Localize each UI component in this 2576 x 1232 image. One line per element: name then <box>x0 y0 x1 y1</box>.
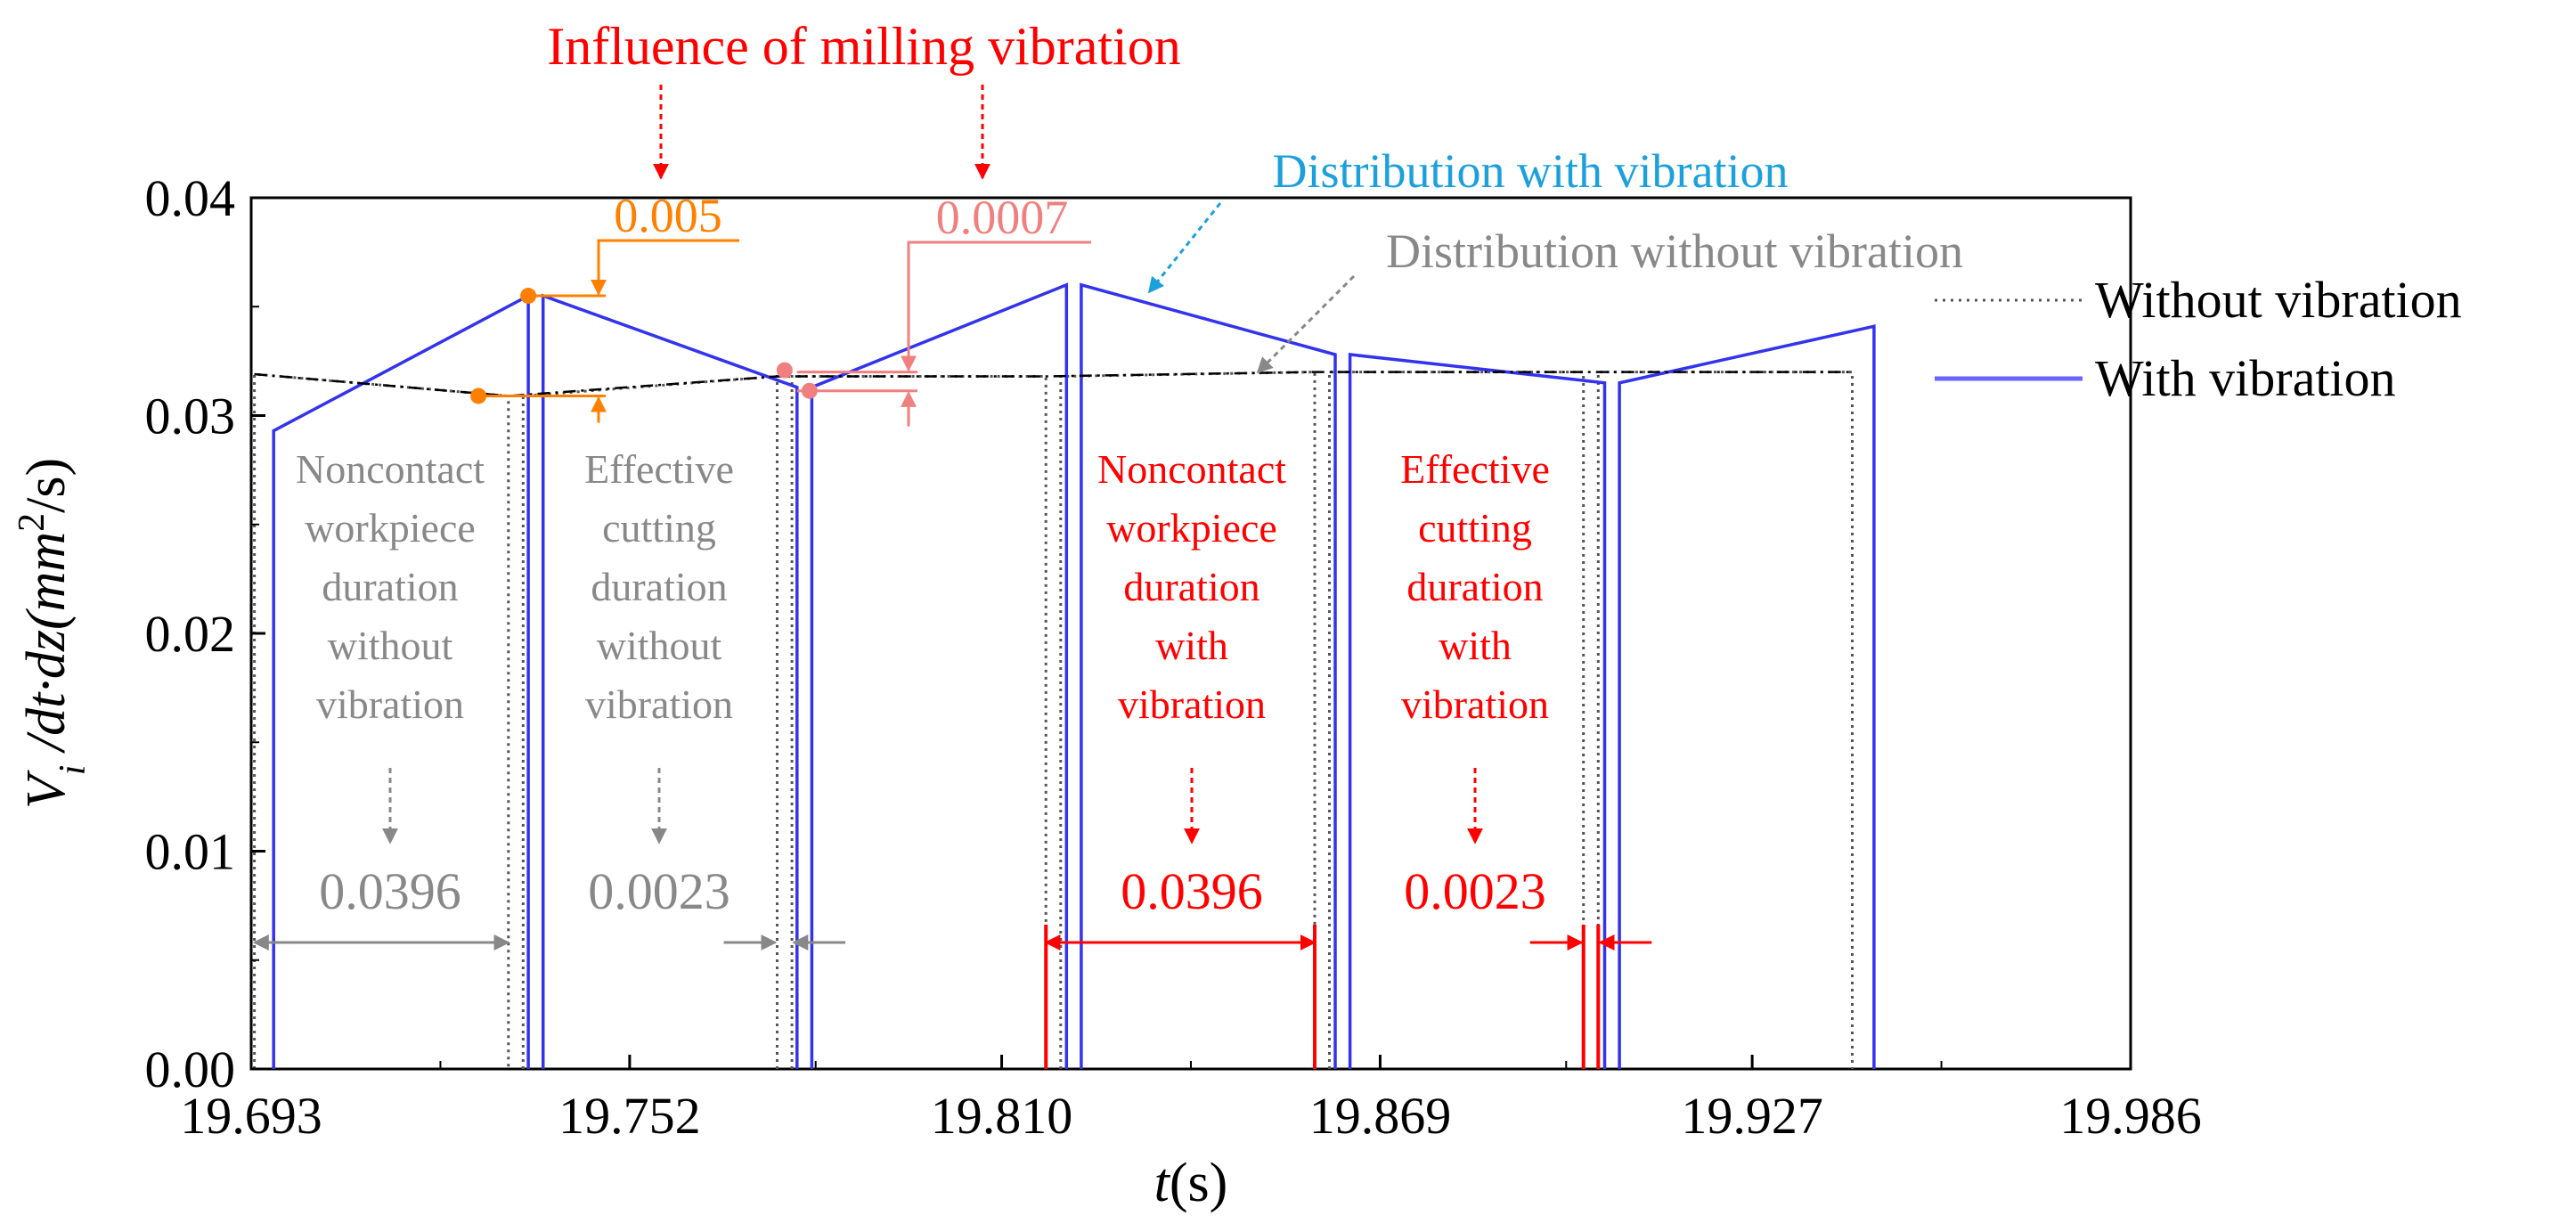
pulse-with-vibration <box>541 293 799 1069</box>
pulse-with-vibration <box>1618 324 1876 1069</box>
x-tick-label: 19.693 <box>180 1087 322 1145</box>
y-tick-label: 0.02 <box>145 605 236 663</box>
red-effective-value: 0.0023 <box>1404 862 1546 920</box>
annotations: 0.005 0.0007 Noncontact workpiece duration wi… <box>252 85 1652 1069</box>
pulse-with-vibration <box>1080 282 1337 1069</box>
x-tick-label: 19.927 <box>1681 1087 1823 1145</box>
gray-effective-value: 0.0023 <box>588 862 730 920</box>
gray-effective-text-line: cutting <box>602 505 716 551</box>
series-without-vibration <box>253 371 1854 1069</box>
distribution-with-label: Distribution with vibration <box>1273 144 1789 198</box>
x-tick-label: 19.986 <box>2059 1087 2202 1145</box>
pulse-with-vibration <box>810 282 1069 1069</box>
gray-effective-text-line: duration <box>591 564 727 609</box>
diff2-leader <box>907 241 1091 337</box>
gray-effective-text-line: Effective <box>584 446 734 492</box>
gray-effective-text-line: without <box>597 623 722 668</box>
red-noncontact-text-line: vibration <box>1118 681 1266 727</box>
diff1-leader <box>597 239 739 270</box>
y-tick-label: 0.00 <box>145 1040 236 1098</box>
x-tick-label: 19.810 <box>931 1087 1073 1145</box>
red-effective-text-line: Effective <box>1400 446 1550 492</box>
influence-title: Influence of milling vibration <box>547 17 1180 76</box>
gray-noncontact-text-line: without <box>328 623 453 668</box>
y-tick-label: 0.03 <box>145 388 236 445</box>
pulse-with-vibration <box>272 293 530 1069</box>
red-effective-text-line: cutting <box>1418 505 1532 551</box>
pulse-with-vibration <box>1348 353 1607 1069</box>
red-noncontact-text-line: workpiece <box>1106 505 1277 551</box>
diff1-label: 0.005 <box>614 189 722 242</box>
gray-noncontact-value: 0.0396 <box>319 862 461 920</box>
red-noncontact-text-line: with <box>1155 623 1228 668</box>
legend-label-without: Without vibration <box>2095 271 2462 329</box>
red-noncontact-text-line: duration <box>1123 564 1259 609</box>
legend: Without vibration With vibration <box>1935 271 2462 407</box>
red-noncontact-text-line: Noncontact <box>1097 446 1286 492</box>
x-tick-label: 19.752 <box>558 1087 701 1145</box>
red-effective-text-line: vibration <box>1401 681 1549 727</box>
red-effective-text-line: duration <box>1406 564 1543 609</box>
legend-label-with: With vibration <box>2095 349 2396 407</box>
gray-effective-text-line: vibration <box>585 681 733 727</box>
pulse-without-vibration <box>1328 371 1586 1069</box>
diff2-label: 0.0007 <box>936 191 1069 244</box>
envelopes <box>254 371 1853 397</box>
pulse-without-vibration <box>790 375 1048 1069</box>
series-with-vibration <box>272 282 1876 1069</box>
gray-noncontact-text-line: workpiece <box>305 505 476 551</box>
x-tick-label: 19.869 <box>1309 1087 1452 1145</box>
pulse-without-vibration <box>1596 371 1854 1069</box>
red-noncontact-value: 0.0396 <box>1121 862 1263 920</box>
axes: 0.00 0.01 0.02 0.03 0.04 19.693 19.752 19.810 19… <box>145 169 2202 1145</box>
gray-noncontact-text-line: duration <box>322 564 458 609</box>
envelope-without-vibration <box>254 371 1853 397</box>
dist-without-arrow <box>1256 274 1356 374</box>
distribution-without-label: Distribution without vibration <box>1386 224 1963 278</box>
y-tick-label: 0.04 <box>145 169 236 227</box>
gray-noncontact-text-line: Noncontact <box>296 446 485 492</box>
red-effective-text-line: with <box>1439 623 1512 668</box>
y-axis-title: Vi /dt·dz(mm2/s) <box>12 458 94 809</box>
dist-with-arrow <box>1147 202 1222 294</box>
diff2-marker-high <box>776 362 793 379</box>
x-axis-title: t(s) <box>1154 1153 1228 1213</box>
gray-noncontact-text-line: vibration <box>316 681 464 727</box>
y-tick-label: 0.01 <box>145 823 236 881</box>
